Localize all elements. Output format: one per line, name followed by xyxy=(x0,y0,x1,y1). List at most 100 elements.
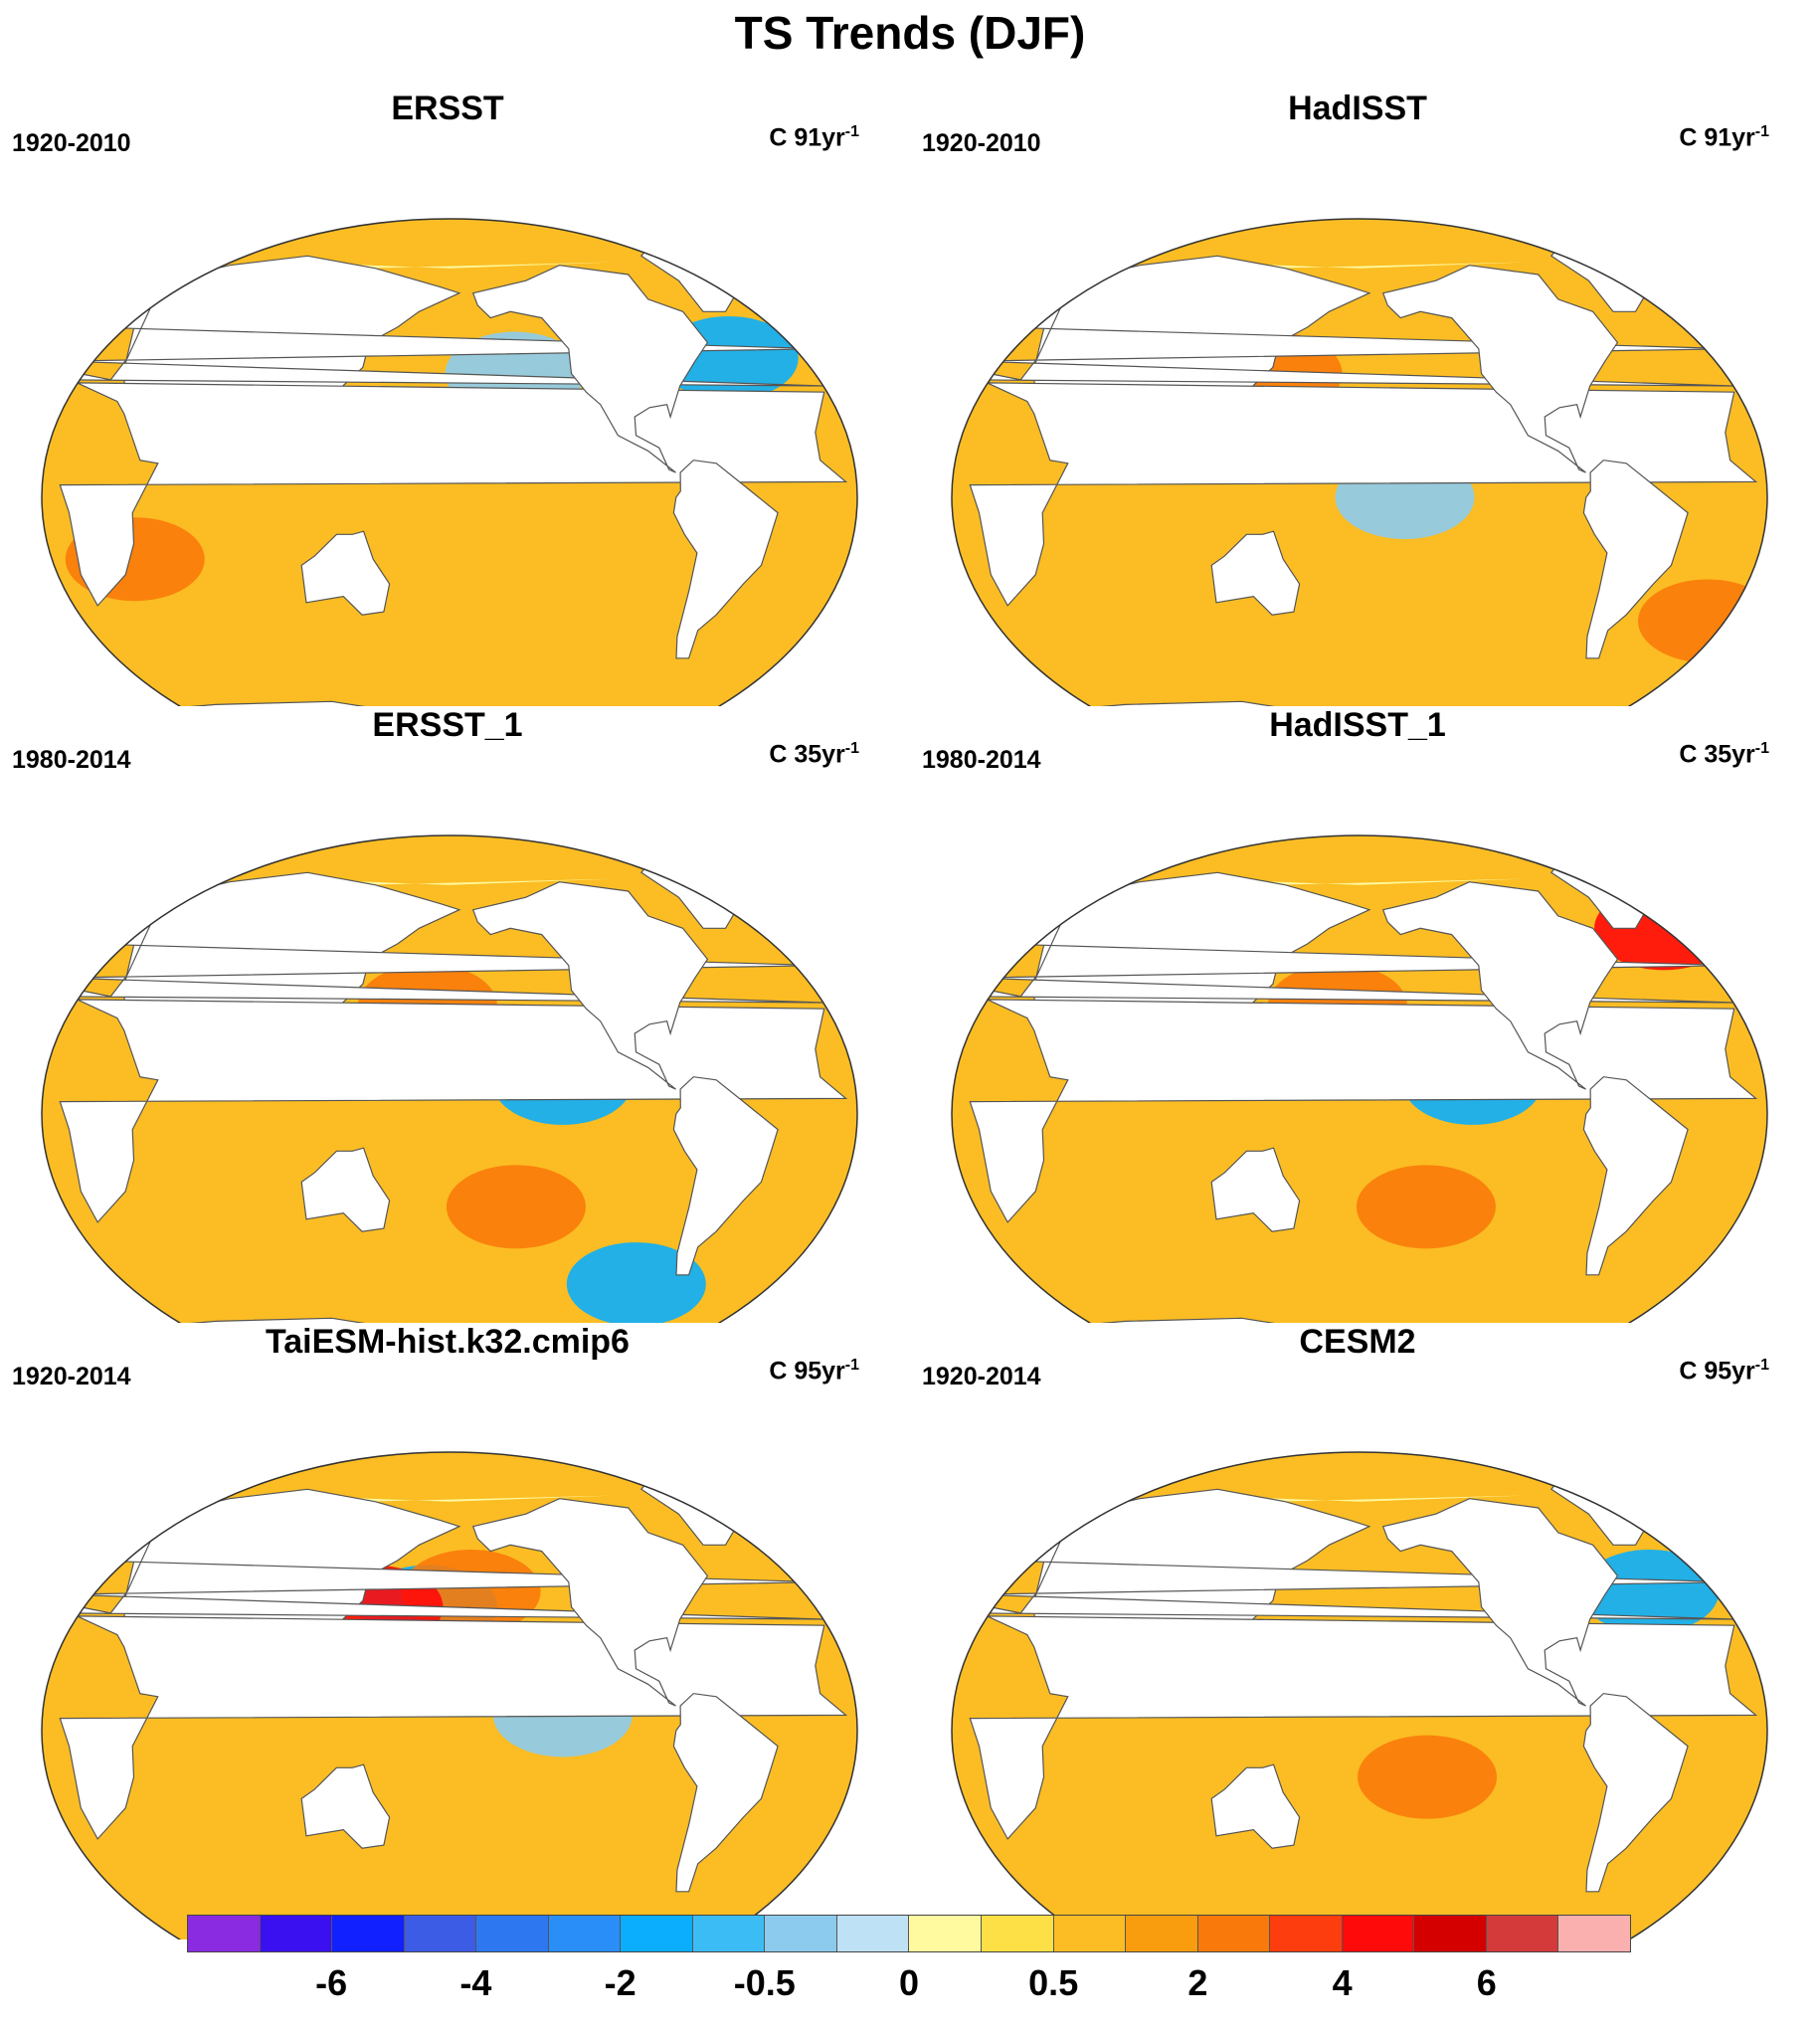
colorbar-box xyxy=(1052,1916,1126,1951)
panel-taiesm: TaiESM-hist.k32.cmip6 1920-2014 C 95yr-1 xyxy=(0,1323,895,1940)
colorbar-box xyxy=(188,1916,260,1951)
land-samerica xyxy=(1582,1693,1689,1893)
colorbar-tick-label: 0.5 xyxy=(1028,1962,1079,2003)
colorbar-tick-label: -6 xyxy=(315,1962,348,2003)
colorbar-box xyxy=(403,1916,476,1951)
land-antarctica xyxy=(1013,1317,1632,1323)
map-outline xyxy=(41,1451,858,1940)
panel-units: C 35yr-1 xyxy=(769,740,859,769)
map-outline xyxy=(41,218,858,706)
panel-title: HadISST xyxy=(1288,90,1427,127)
land-africa xyxy=(969,382,1758,607)
map-hadisst xyxy=(951,218,1768,706)
trend-anomaly xyxy=(566,1242,706,1323)
colorbar-tick-label: 0 xyxy=(898,1962,920,2003)
land-antarctica xyxy=(103,700,722,706)
colorbar-boxes xyxy=(187,1915,1631,1952)
trend-anomaly xyxy=(1358,1735,1498,1819)
trend-anomaly xyxy=(1638,579,1767,663)
colorbar-box xyxy=(1196,1916,1270,1951)
panel-title: CESM2 xyxy=(1299,1323,1416,1361)
panel-period: 1980-2014 xyxy=(12,746,131,774)
land-samerica xyxy=(672,1693,779,1893)
colorbar-tick-label: -4 xyxy=(459,1962,492,2003)
land-samerica xyxy=(1582,460,1689,659)
panel-units: C 35yr-1 xyxy=(1679,740,1769,769)
land-australia xyxy=(300,530,391,616)
map-taiesm xyxy=(41,1451,858,1940)
map-hadisst-1 xyxy=(951,834,1768,1323)
colorbar-tick-label: 4 xyxy=(1332,1962,1353,2003)
trend-anomaly xyxy=(1356,1165,1496,1249)
land-namerica xyxy=(471,881,709,1090)
colorbar-box xyxy=(691,1916,765,1951)
panel-hadisst-1: HadISST_1 1980-2014 C 35yr-1 xyxy=(910,706,1805,1323)
panel-units: C 91yr-1 xyxy=(1679,123,1769,152)
colorbar-box xyxy=(1269,1916,1342,1951)
figure-title: TS Trends (DJF) xyxy=(734,7,1086,59)
colorbar-box xyxy=(547,1916,621,1951)
land-africa xyxy=(59,1615,848,1840)
colorbar-box xyxy=(475,1916,548,1951)
colorbar-box xyxy=(620,1916,692,1951)
panel-period: 1920-2010 xyxy=(922,129,1041,157)
panel-title: ERSST_1 xyxy=(372,706,523,744)
colorbar-box xyxy=(764,1916,836,1951)
trend-anomaly xyxy=(446,1165,586,1249)
colorbar-box xyxy=(981,1916,1053,1951)
panel-title: TaiESM-hist.k32.cmip6 xyxy=(266,1323,630,1361)
land-australia xyxy=(1210,1763,1301,1849)
trend-anomaly xyxy=(1579,1550,1720,1633)
land-australia xyxy=(300,1147,391,1232)
land-antarctica xyxy=(1013,700,1632,706)
colorbar-tick-label: -2 xyxy=(604,1962,637,2003)
panel-cesm2: CESM2 1920-2014 C 95yr-1 xyxy=(910,1323,1805,1940)
panel-title: HadISST_1 xyxy=(1269,706,1446,744)
trend-anomaly xyxy=(1067,1781,1207,1866)
panel-units: C 91yr-1 xyxy=(769,123,859,152)
land-australia xyxy=(1210,530,1301,616)
colorbar-box xyxy=(331,1916,404,1951)
land-namerica xyxy=(471,1498,709,1707)
map-ersst xyxy=(41,218,858,706)
land-africa xyxy=(969,1615,1758,1840)
land-antarctica xyxy=(103,1317,722,1323)
land-namerica xyxy=(1381,1498,1619,1707)
panel-title: ERSST xyxy=(391,90,504,127)
panel-period: 1920-2014 xyxy=(12,1363,131,1390)
land-samerica xyxy=(672,460,779,659)
colorbar-box xyxy=(1125,1916,1197,1951)
colorbar-box xyxy=(1341,1916,1414,1951)
map-outline xyxy=(951,218,1768,706)
panel-period: 1980-2014 xyxy=(922,746,1041,774)
land-samerica xyxy=(1582,1076,1689,1276)
colorbar-tick-label: 2 xyxy=(1187,1962,1208,2003)
colorbar-box xyxy=(1485,1916,1558,1951)
land-namerica xyxy=(1381,881,1619,1090)
colorbar-box xyxy=(908,1916,982,1951)
map-outline xyxy=(951,1451,1768,1940)
land-samerica xyxy=(672,1076,779,1276)
land-namerica xyxy=(1381,265,1619,473)
colorbar-box xyxy=(259,1916,332,1951)
panel-ersst-1: ERSST_1 1980-2014 C 35yr-1 xyxy=(0,706,895,1323)
panel-ersst: ERSST 1920-2010 C 91yr-1 xyxy=(0,90,895,706)
land-australia xyxy=(300,1763,391,1849)
colorbar-box xyxy=(835,1916,909,1951)
map-ersst-1 xyxy=(41,834,858,1323)
map-outline xyxy=(41,834,858,1323)
panel-units: C 95yr-1 xyxy=(1679,1357,1769,1385)
colorbar-tick-label: -0.5 xyxy=(733,1962,796,2003)
land-africa xyxy=(59,382,848,607)
colorbar-box xyxy=(1413,1916,1486,1951)
land-africa xyxy=(969,999,1758,1223)
panel-units: C 95yr-1 xyxy=(769,1357,859,1385)
map-outline xyxy=(951,834,1768,1323)
colorbar-tick-label: 6 xyxy=(1476,1962,1497,2003)
land-australia xyxy=(1210,1147,1301,1232)
land-africa xyxy=(59,999,848,1223)
colorbar: -6 -4 -2 -0.5 0 0.5 2 4 6 xyxy=(187,1915,1631,2024)
panel-hadisst: HadISST 1920-2010 C 91yr-1 xyxy=(910,90,1805,706)
panel-period: 1920-2010 xyxy=(12,129,131,157)
colorbar-box xyxy=(1557,1916,1630,1951)
